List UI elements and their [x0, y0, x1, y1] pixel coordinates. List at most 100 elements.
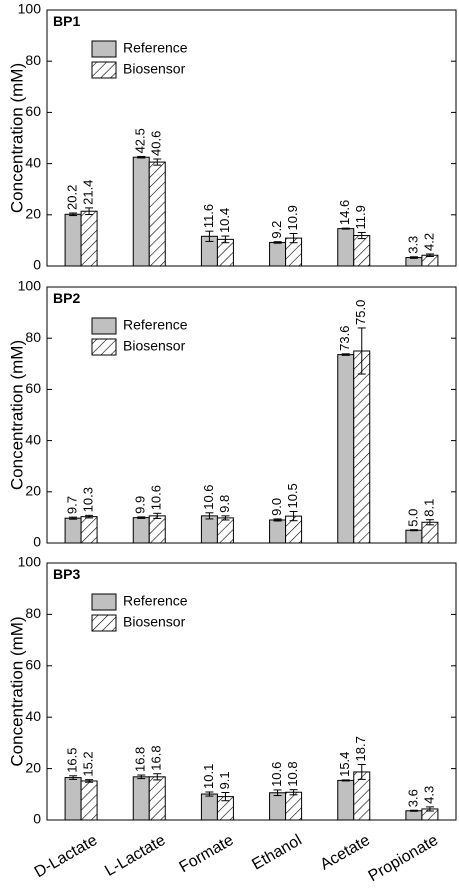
x-tick-label: Propionate: [366, 832, 442, 885]
value-label: 11.6: [201, 204, 216, 228]
value-label: 73.6: [337, 326, 352, 351]
x-tick-label: D-Lactate: [32, 832, 101, 881]
y-axis-label: Concentration (mM): [7, 340, 26, 490]
value-label: 18.7: [353, 736, 368, 761]
value-label: 9.7: [65, 496, 80, 514]
bar: [353, 350, 371, 544]
bar: [216, 238, 234, 267]
panel-title: BP3: [53, 566, 80, 582]
value-label: 10.6: [201, 484, 216, 509]
legend-swatch: [91, 61, 117, 79]
legend-label: Reference: [123, 317, 188, 333]
y-tick-label: 80: [25, 605, 41, 621]
value-label: 75.0: [353, 300, 368, 325]
bar: [132, 776, 150, 821]
legend-label: Biosensor: [123, 338, 186, 354]
value-label: 16.8: [133, 747, 148, 772]
value-label: 3.3: [405, 236, 420, 254]
bar: [269, 792, 287, 821]
bar: [80, 780, 98, 821]
y-tick-label: 100: [18, 554, 42, 570]
value-label: 8.1: [421, 499, 436, 517]
value-label: 10.4: [217, 208, 232, 233]
y-tick-label: 20: [25, 483, 41, 499]
y-tick-label: 0: [33, 811, 41, 827]
panel-title: BP1: [53, 13, 80, 29]
value-label: 10.8: [285, 761, 300, 786]
y-tick-label: 60: [25, 657, 41, 673]
bar: [132, 517, 150, 544]
bar: [421, 521, 439, 544]
bar: [64, 777, 82, 821]
y-tick-label: 20: [25, 206, 41, 222]
value-label: 10.9: [285, 205, 300, 230]
legend-swatch: [91, 593, 117, 611]
y-tick-label: 100: [18, 1, 42, 17]
value-label: 16.8: [149, 745, 164, 770]
bar: [80, 210, 98, 267]
value-label: 11.9: [353, 205, 368, 229]
value-label: 10.3: [81, 487, 96, 512]
bar: [405, 529, 423, 544]
value-label: 21.4: [81, 180, 96, 205]
y-axis-label: Concentration (mM): [7, 63, 26, 213]
y-tick-label: 80: [25, 52, 41, 68]
y-axis-label: Concentration (mM): [7, 616, 26, 766]
y-tick-label: 40: [25, 154, 41, 170]
y-tick-label: 60: [25, 103, 41, 119]
value-label: 9.1: [217, 771, 232, 789]
value-label: 10.1: [201, 764, 216, 789]
value-label: 15.4: [337, 752, 352, 777]
y-tick-label: 0: [33, 257, 41, 273]
plot-frame: [46, 9, 457, 267]
bar: [353, 235, 371, 267]
y-tick-label: 60: [25, 380, 41, 396]
value-label: 9.9: [133, 496, 148, 514]
y-tick-label: 0: [33, 534, 41, 550]
bar: [337, 354, 355, 544]
value-label: 9.8: [217, 495, 232, 513]
panel-title: BP2: [53, 290, 80, 306]
value-label: 15.2: [81, 751, 96, 776]
legend-swatch: [91, 317, 117, 335]
plot-frame: [46, 562, 457, 821]
y-tick-label: 40: [25, 431, 41, 447]
value-label: 16.5: [65, 747, 80, 772]
bar: [132, 156, 150, 267]
plot-frame: [46, 286, 457, 544]
value-label: 9.0: [269, 498, 284, 516]
y-tick-label: 40: [25, 708, 41, 724]
value-label: 4.3: [421, 786, 436, 804]
legend-label: Biosensor: [123, 61, 186, 77]
bar: [337, 228, 355, 267]
value-label: 14.6: [337, 200, 352, 225]
y-tick-label: 100: [18, 278, 42, 294]
bar: [148, 515, 166, 544]
value-label: 10.6: [149, 485, 164, 510]
bar: [148, 161, 166, 267]
bar: [200, 515, 218, 544]
x-tick-label: Formate: [177, 832, 237, 877]
bar: [80, 516, 98, 544]
value-label: 4.2: [421, 233, 436, 251]
legend-swatch: [91, 614, 117, 632]
value-label: 10.5: [285, 483, 300, 508]
bar: [216, 517, 234, 544]
legend-label: Reference: [123, 40, 188, 56]
bar: [405, 810, 423, 821]
value-label: 5.0: [405, 509, 420, 527]
bar: [285, 791, 303, 821]
x-tick-label: L-Lactate: [102, 832, 168, 880]
bar: [337, 779, 355, 821]
bar: [269, 519, 287, 544]
bar: [200, 793, 218, 821]
legend-swatch: [91, 40, 117, 58]
value-label: 10.6: [269, 762, 284, 787]
bar: [64, 213, 82, 267]
legend-label: Reference: [123, 593, 188, 609]
legend-label: Biosensor: [123, 614, 186, 630]
value-label: 3.6: [405, 789, 420, 807]
value-label: 20.2: [65, 185, 80, 210]
bar: [64, 517, 82, 544]
